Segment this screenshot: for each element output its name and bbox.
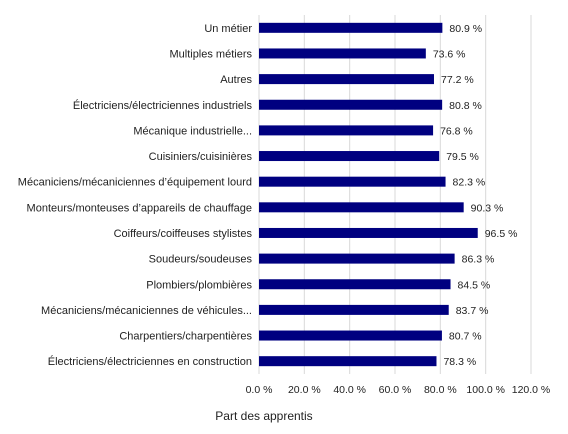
value-label: 84.5 % (458, 279, 491, 291)
x-tick-label: 0.0 % (246, 384, 273, 396)
category-label: Plombiers/plombières (146, 279, 252, 291)
bar (259, 74, 434, 85)
bar (259, 22, 443, 33)
category-label: Un métier (204, 23, 252, 35)
bar (259, 356, 437, 367)
value-label: 83.7 % (456, 305, 489, 317)
bar (259, 330, 442, 341)
category-label: Cuisiniers/cuisinières (149, 151, 253, 163)
value-label: 78.3 % (443, 356, 476, 368)
bar (259, 227, 478, 238)
x-axis-tick-labels: 0.0 % 20.0 % 40.0 % 60.0 % 80.0 % 100.0 % 120.… (246, 384, 551, 396)
bar (259, 253, 455, 264)
value-label: 80.9 % (449, 23, 482, 35)
bar (259, 279, 451, 290)
value-label: 96.5 % (485, 228, 518, 240)
category-label: Charpentiers/charpentières (119, 331, 252, 343)
value-label: 86.3 % (462, 254, 495, 266)
category-label: Autres (220, 74, 252, 86)
bar (259, 176, 446, 187)
value-label: 79.5 % (446, 151, 479, 163)
category-label: Électriciens/électriciennes en construct… (48, 355, 252, 368)
x-tick-label: 80.0 % (424, 384, 457, 396)
value-label: 90.3 % (471, 202, 504, 214)
value-label: 82.3 % (453, 177, 486, 189)
category-label: Coiffeurs/coiffeuses stylistes (114, 228, 253, 240)
x-tick-label: 40.0 % (333, 384, 366, 396)
category-label: Soudeurs/soudeuses (149, 254, 253, 266)
bar (259, 202, 464, 213)
value-label: 80.7 % (449, 331, 482, 343)
bar (259, 304, 449, 315)
value-label: 73.6 % (433, 48, 466, 60)
bars (259, 22, 478, 367)
category-label: Monteurs/monteuses d’appareils de chauff… (27, 202, 252, 214)
bar (259, 125, 434, 136)
x-tick-label: 20.0 % (288, 384, 321, 396)
bar (259, 151, 440, 162)
category-label: Mécanique industrielle... (133, 125, 252, 137)
x-tick-label: 120.0 % (512, 384, 551, 396)
value-label: 77.2 % (441, 74, 474, 86)
value-label: 80.8 % (449, 100, 482, 112)
bar (259, 99, 443, 110)
category-labels: Un métier Multiples métiers Autres Électric… (18, 23, 253, 368)
x-tick-label: 60.0 % (379, 384, 412, 396)
value-label: 76.8 % (440, 125, 473, 137)
bar (259, 48, 426, 59)
gridlines (258, 15, 532, 374)
category-label: Mécaniciens/mécaniciennes de véhicules..… (41, 305, 252, 317)
category-label: Mécaniciens/mécaniciennes d’équipement l… (18, 177, 252, 189)
x-axis-title: Part des apprentis (215, 409, 312, 423)
x-tick-label: 100.0 % (466, 384, 505, 396)
category-label: Multiples métiers (169, 48, 252, 60)
category-label: Électriciens/électriciennes industriels (73, 99, 253, 112)
value-labels: 80.9 % 73.6 % 77.2 % 80.8 % 76.8 % 79.5 % 82.3… (433, 23, 518, 368)
